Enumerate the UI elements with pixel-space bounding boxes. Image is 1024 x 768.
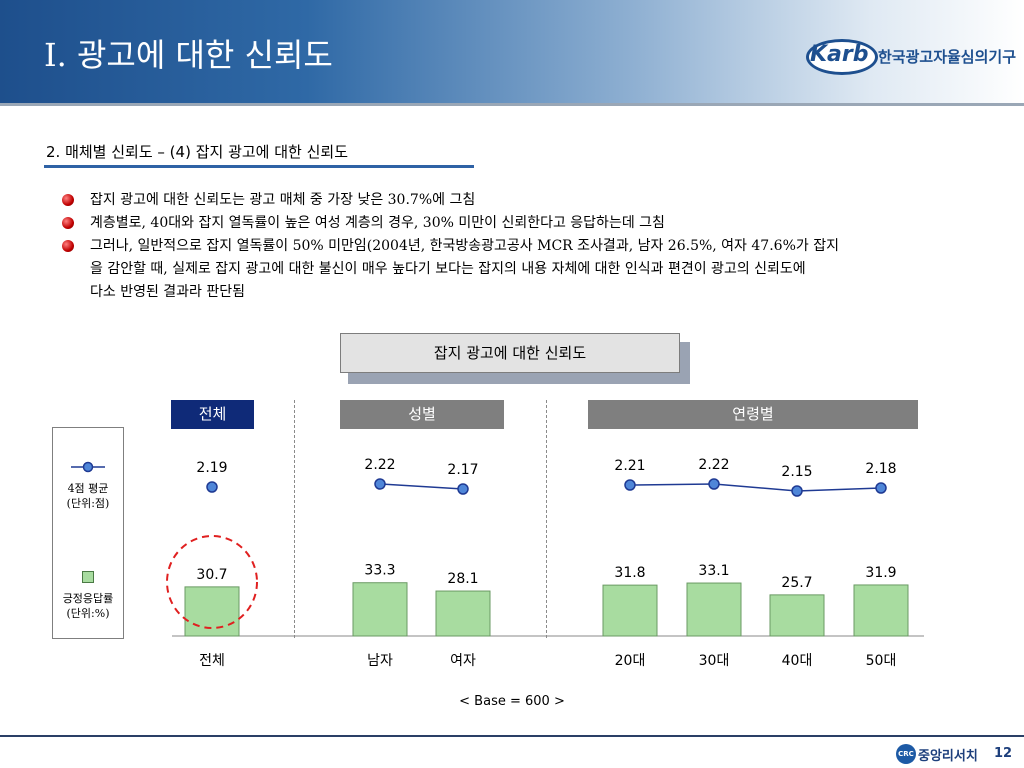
avg-point-4: [708, 478, 720, 490]
bar-value-label: 31.9: [865, 565, 896, 581]
crc-logo-icon: CRC: [896, 744, 916, 764]
group-divider: [294, 400, 295, 638]
bullet-item: 그러나, 일반적으로 잡지 열독률이 50% 미만임(2004년, 한국방송광고…: [62, 235, 1024, 258]
avg-line-segment-2: [629, 483, 882, 492]
legend-line-unit: (단위:점): [66, 497, 110, 510]
avg-point-2: [457, 483, 469, 495]
bullet-text: 그러나, 일반적으로 잡지 열독률이 50% 미만임(2004년, 한국방송광고…: [90, 238, 839, 254]
bar-3: [602, 584, 658, 637]
footer-divider: [0, 735, 1024, 737]
footer-company: 중앙리서치: [918, 749, 978, 764]
section-title: 2. 매체별 신뢰도 – (4) 잡지 광고에 대한 신뢰도: [46, 143, 349, 161]
avg-point-5: [791, 485, 803, 497]
avg-value-label: 2.21: [614, 458, 645, 474]
group-header-total: 전체: [171, 400, 254, 429]
bullet-icon: [62, 240, 74, 252]
avg-point-1: [374, 478, 386, 490]
bar-6: [853, 584, 909, 637]
category-label: 남자: [367, 653, 393, 669]
bullet-icon: [62, 194, 74, 206]
bullet-text: 계층별로, 40대와 잡지 열독률이 높은 여성 계층의 경우, 30% 미만이…: [90, 215, 665, 231]
legend-bar-unit: (단위:%): [66, 607, 110, 620]
bullet-list: 잡지 광고에 대한 신뢰도는 광고 매체 중 가장 낮은 30.7%에 그침 계…: [62, 189, 1024, 304]
logo-oval: [806, 39, 878, 75]
avg-value-label: 2.19: [196, 460, 227, 476]
highlight-circle: [166, 535, 258, 629]
group-divider: [546, 400, 547, 638]
avg-value-label: 2.15: [781, 464, 812, 480]
bar-1: [352, 582, 408, 637]
base-note: < Base = 600 >: [459, 694, 565, 709]
bar-value-label: 30.7: [196, 567, 227, 583]
category-label: 30대: [699, 653, 730, 669]
avg-line-segment-1: [379, 483, 464, 490]
chart-legend: 4점 평균 (단위:점) 긍정응답률 (단위:%): [52, 427, 124, 639]
category-label: 50대: [866, 653, 897, 669]
bullet-text-cont: 을 감안할 때, 실제로 잡지 광고에 대한 불신이 매우 높다기 보다는 잡지…: [90, 261, 806, 277]
chart-title-box: 잡지 광고에 대한 신뢰도: [340, 333, 680, 373]
category-label: 20대: [615, 653, 646, 669]
bar-value-label: 33.1: [698, 563, 729, 579]
group-header-age: 연령별: [588, 400, 918, 429]
category-label: 40대: [782, 653, 813, 669]
bar-5: [769, 594, 825, 637]
avg-point-6: [875, 482, 887, 494]
logo-word: Karb: [810, 42, 869, 67]
bullet-item: 계층별로, 40대와 잡지 열독률이 높은 여성 계층의 경우, 30% 미만이…: [62, 212, 1024, 235]
legend-line-label: 4점 평균: [67, 482, 109, 495]
bullet-item: 잡지 광고에 대한 신뢰도는 광고 매체 중 가장 낮은 30.7%에 그침: [62, 189, 1024, 212]
category-label: 여자: [450, 653, 476, 669]
bar-4: [686, 582, 742, 637]
bullet-icon: [62, 217, 74, 229]
bullet-text: 잡지 광고에 대한 신뢰도는 광고 매체 중 가장 낮은 30.7%에 그침: [90, 192, 476, 208]
avg-value-label: 2.22: [364, 457, 395, 473]
avg-value-label: 2.22: [698, 457, 729, 473]
avg-value-label: 2.18: [865, 461, 896, 477]
bar-value-label: 28.1: [447, 571, 478, 587]
avg-point-0: [206, 481, 218, 493]
avg-value-label: 2.17: [447, 462, 478, 478]
bar-0: [184, 586, 240, 637]
avg-point-3: [624, 479, 636, 491]
legend-bar-icon: [82, 571, 94, 583]
page-title: Ⅰ. 광고에 대한 신뢰도: [44, 36, 333, 74]
legend-line-icon: [71, 461, 105, 473]
legend-bar-label: 긍정응답률: [62, 592, 114, 605]
section-underline: [44, 165, 474, 168]
logo-subtitle: 한국광고자율심의기구: [878, 48, 1017, 66]
karb-logo: Karb 한국광고자율심의기구: [806, 36, 1024, 76]
bar-2: [435, 590, 491, 637]
category-label: 전체: [199, 653, 225, 669]
page-number: 12: [994, 746, 1013, 761]
bar-value-label: 31.8: [614, 565, 645, 581]
group-header-gender: 성별: [340, 400, 504, 429]
bar-value-label: 25.7: [781, 575, 812, 591]
bullet-text-cont: 다소 반영된 결과라 판단됨: [90, 284, 246, 300]
header-divider: [0, 103, 1024, 106]
bar-value-label: 33.3: [364, 563, 395, 579]
